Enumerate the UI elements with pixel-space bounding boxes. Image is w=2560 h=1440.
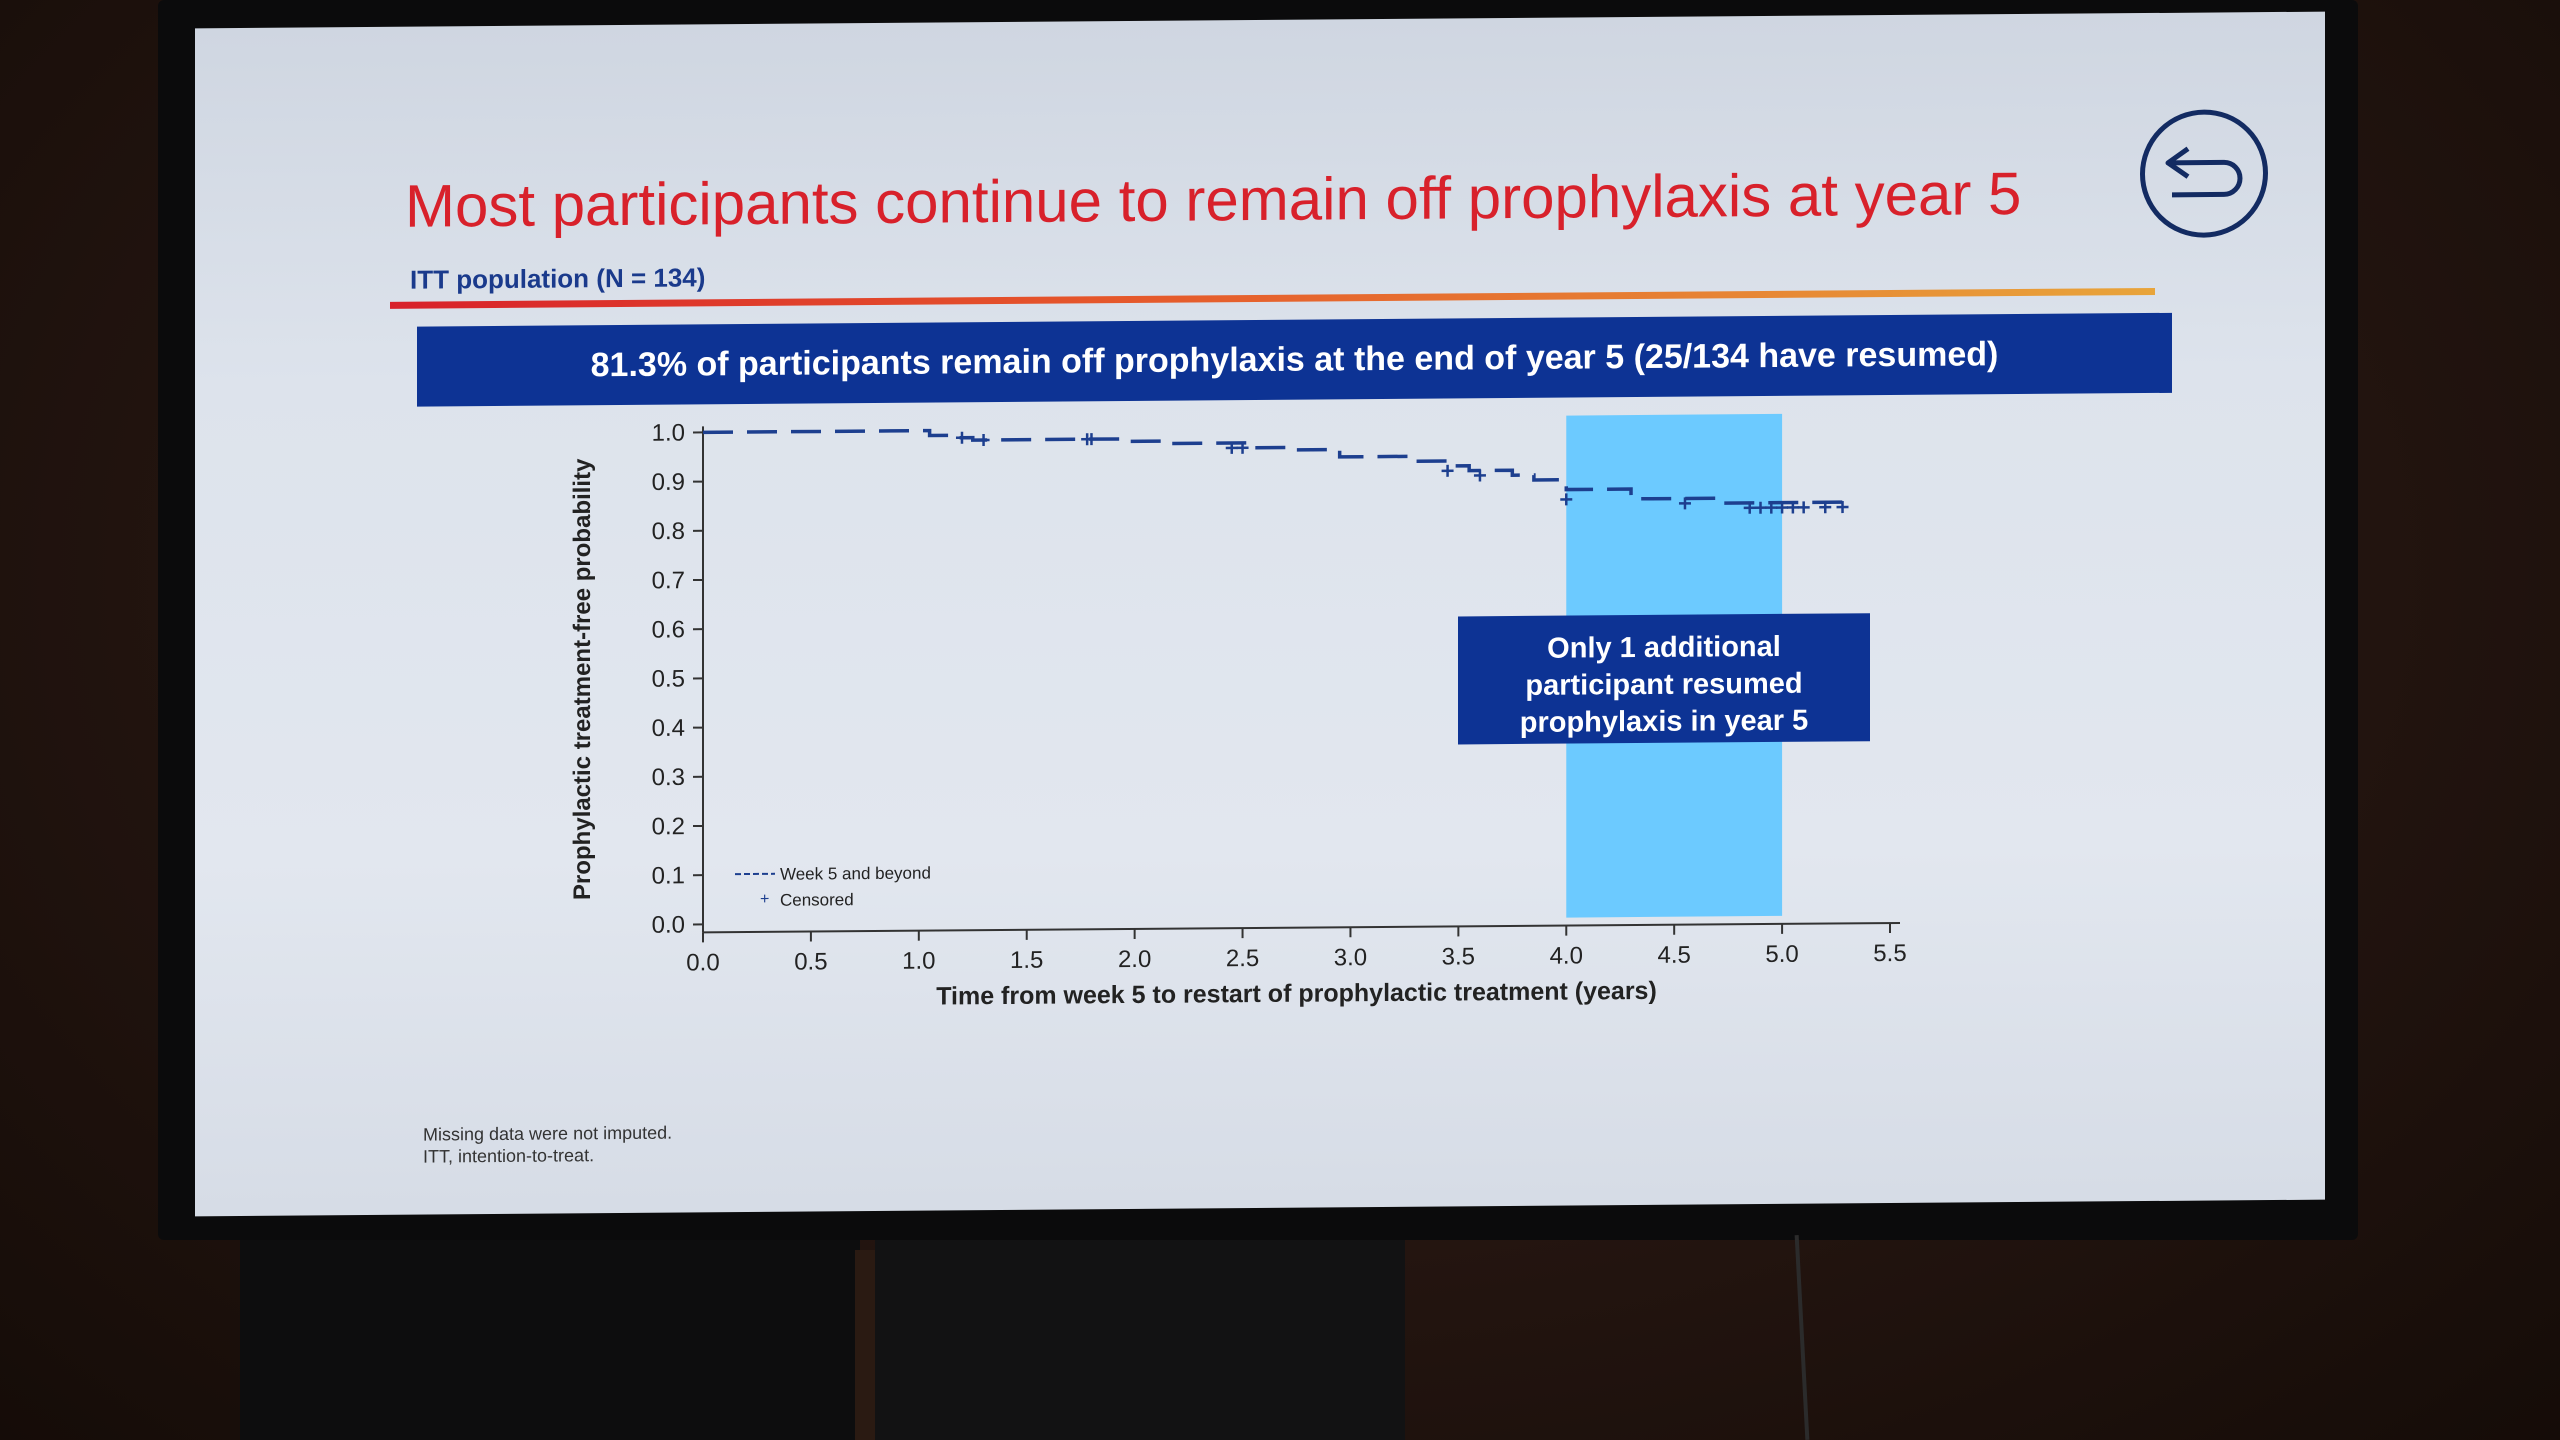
callout-box: Only 1 additional participant resumed pr… [1458,613,1870,745]
censor-mark [1678,497,1691,510]
censor-mark [977,434,990,447]
callout-line-2: participant resumed [1525,668,1802,702]
y-axis-label: Prophylactic treatment-free probability [569,458,596,900]
censor-mark [1225,441,1238,454]
x-tick-label: 5.5 [1873,940,1906,967]
censor-mark [1236,441,1249,454]
x-tick-label: 1.5 [1010,947,1043,974]
x-tick-label: 0.0 [686,949,719,976]
censor-mark [1765,501,1778,514]
callout-line-3: prophylaxis in year 5 [1520,705,1809,739]
y-tick-label: 0.6 [652,616,685,643]
footnote-missing-data: Missing data were not imputed. [423,1122,673,1145]
x-axis-line [703,921,1900,934]
legend-entry-series: Week 5 and beyond [780,864,931,884]
x-tick-label: 4.5 [1657,942,1690,969]
censor-mark [1473,469,1486,482]
stand-seam [855,1250,875,1440]
slide-screen: Most participants continue to remain off… [195,11,2325,1217]
y-tick-label: 0.8 [652,518,685,545]
y-tick-label: 0.1 [652,862,685,889]
censor-mark [1560,493,1573,506]
callout-line-1: Only 1 additional [1547,631,1781,665]
series-line-week5-beyond [703,428,1849,508]
x-tick-label: 4.0 [1550,942,1583,969]
legend: Week 5 and beyond + Censored [735,864,931,910]
censor-mark [1776,501,1789,514]
censor-mark [1441,464,1454,477]
y-tick-label: 0.2 [652,813,685,840]
km-chart: 0.0 0.1 0.2 0.3 0.4 0.5 0.6 0.7 0.8 0.9 1.0 0.0 0.5… [569,413,1907,1011]
censor-mark [1085,433,1098,446]
censor-mark [1836,501,1849,514]
censor-mark [1819,501,1832,514]
footnote-itt: ITT, intention-to-treat. [423,1145,595,1167]
legend-entry-censored: Censored [780,890,854,910]
x-tick-label: 1.0 [902,948,935,975]
y-tick-label: 0.0 [652,912,685,939]
x-tick-label: 0.5 [794,948,827,975]
censor-mark [955,431,968,444]
x-tick-label: 2.0 [1118,946,1151,973]
y-tick-label: 0.5 [652,666,685,693]
stand-base-left [240,1240,860,1440]
y-tick-label: 0.7 [652,567,685,594]
censor-mark [1797,501,1810,514]
x-tick-label: 3.5 [1442,943,1475,970]
x-axis-label: Time from week 5 to restart of prophylac… [936,977,1657,1011]
x-tick-label: 2.5 [1226,945,1259,972]
y-tick-label: 0.4 [652,715,685,742]
legend-censor-marker: + [760,891,769,908]
x-tick-label: 3.0 [1334,944,1367,971]
x-tick-label: 5.0 [1765,941,1798,968]
censor-mark [1743,501,1756,514]
stand-base-center [875,1240,1405,1440]
return-arrow-icon [2165,146,2243,198]
y-tick-label: 0.3 [652,764,685,791]
back-button[interactable] [2140,109,2268,239]
power-cable [1794,1235,1810,1440]
y-tick-label: 1.0 [652,420,685,447]
censor-mark [1754,501,1767,514]
y-tick-label: 0.9 [652,469,685,496]
censor-mark [1786,501,1799,514]
